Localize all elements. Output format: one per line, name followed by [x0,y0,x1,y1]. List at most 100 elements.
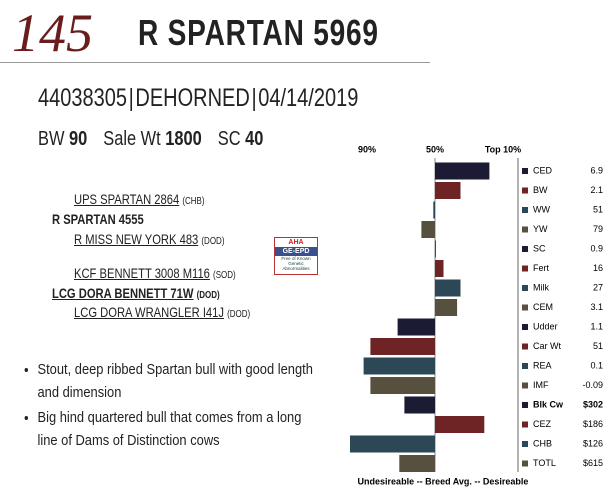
bullets: Stout, deep ribbed Spartan bull with goo… [22,358,321,454]
bar [399,455,435,472]
pedigree-line: R SPARTAN 4555 [52,211,144,227]
dam: LCG DORA BENNETT 71W [52,285,194,301]
epd-value: $126 [583,438,603,448]
epd-value: 51 [593,204,603,214]
stat-label: Sale Wt [103,128,161,150]
stat-value: 90 [68,128,88,150]
category-label: CED [533,165,553,175]
category-label: Blk Cw [533,399,564,409]
bar [435,416,485,433]
ancestor: LCG DORA WRANGLER I41J [74,304,224,320]
ancestor: R MISS NEW YORK 483 [74,231,199,247]
legend-swatch [522,421,528,428]
tag: (SOD) [213,270,236,281]
epd-value: 27 [593,282,603,292]
pedigree-line: R MISS NEW YORK 483 (DOD) [74,231,225,247]
category-label: CEM [533,302,553,312]
legend-swatch [522,265,528,272]
sire: R SPARTAN 4555 [52,211,144,227]
birth-date: 04/14/2019 [258,84,359,112]
epd-value: 1.1 [590,321,603,331]
legend-swatch [522,285,528,291]
logo: AHA GE-EPD Free of Known Genetic Abnormali… [274,237,318,275]
category-label: IMF [533,380,549,390]
legend-swatch [522,460,528,467]
legend-swatch [522,168,528,174]
bar [404,396,435,414]
legend-swatch [522,402,528,408]
bar [397,318,435,336]
status: DEHORNED [135,84,250,112]
rule [0,62,430,63]
epd-value: 6.9 [590,165,603,175]
epd-value: 51 [593,341,603,351]
tag: (DOD) [201,236,225,247]
epd-value: $302 [583,399,603,409]
legend-swatch [522,382,528,389]
category-label: CEZ [533,419,552,429]
category-label: Car Wt [533,341,561,351]
epd-value: 3.1 [590,302,603,312]
legend-swatch [522,324,528,330]
category-label: BW [533,185,548,195]
registration: 44038305 [38,84,127,112]
bar [363,357,435,375]
logo-text: Free of Known Genetic Abnormalities [281,256,311,271]
stat-label: SC [217,128,241,150]
x-tick-label: 90% [358,144,376,154]
bar [435,182,461,199]
tag: (CHB) [182,196,205,207]
category-label: SC [533,243,546,253]
epd-value: 0.9 [590,243,603,253]
legend-swatch [522,187,528,194]
animal-name: R SPARTAN 5969 [138,12,379,53]
legend-swatch [522,246,528,252]
legend-swatch [522,363,528,369]
category-label: CHB [533,438,552,448]
tag: (DOD) [196,290,220,301]
category-label: TOTL [533,458,556,468]
pedigree-line: LCG DORA WRANGLER I41J (DOD) [74,304,250,320]
category-label: WW [533,204,550,214]
tag: (DOD) [227,309,251,320]
bar [435,299,458,316]
stats: BW 90 Sale Wt 1800 SC 40 [38,128,275,151]
legend-swatch [522,207,528,213]
x-axis-label: Undesireable -- Breed Avg. -- Desireable [358,476,529,486]
logo-text: GE-EPD [275,247,317,256]
pedigree-line: KCF BENNETT 3008 M116 (SOD) [74,265,236,281]
category-label: Udder [533,321,558,331]
bar [435,260,444,277]
epd-value: 79 [593,224,603,234]
bar [370,377,435,394]
lot-number: 145 [12,3,93,63]
legend-swatch [522,226,528,233]
pedigree-line: UPS SPARTAN 2864 (CHB) [74,191,205,207]
bar [435,162,490,180]
epd-value: 16 [593,263,603,273]
epd-value: $186 [583,419,603,429]
bar [370,338,435,355]
category-label: Fert [533,263,550,273]
stat-value: 1800 [165,128,202,150]
id-line: 44038305|DEHORNED|04/14/2019 [38,84,359,112]
epd-value: 0.1 [590,360,603,370]
stat-label: BW [38,128,65,150]
bullet: Stout, deep ribbed Spartan bull with goo… [37,358,321,404]
bar [433,201,435,219]
bar [350,435,435,453]
x-tick-label: Top 10% [485,144,521,154]
category-label: Milk [533,282,549,292]
ancestor: UPS SPARTAN 2864 [74,191,180,207]
category-label: YW [533,224,548,234]
epd-value: $615 [583,458,603,468]
epd-value: -0.09 [582,380,603,390]
legend-swatch [522,304,528,311]
x-tick-label: 50% [426,144,444,154]
bullet: Big hind quartered bull that comes from … [37,406,321,452]
epd-value: 2.1 [590,185,603,195]
category-label: REA [533,360,552,370]
bar [421,221,435,238]
